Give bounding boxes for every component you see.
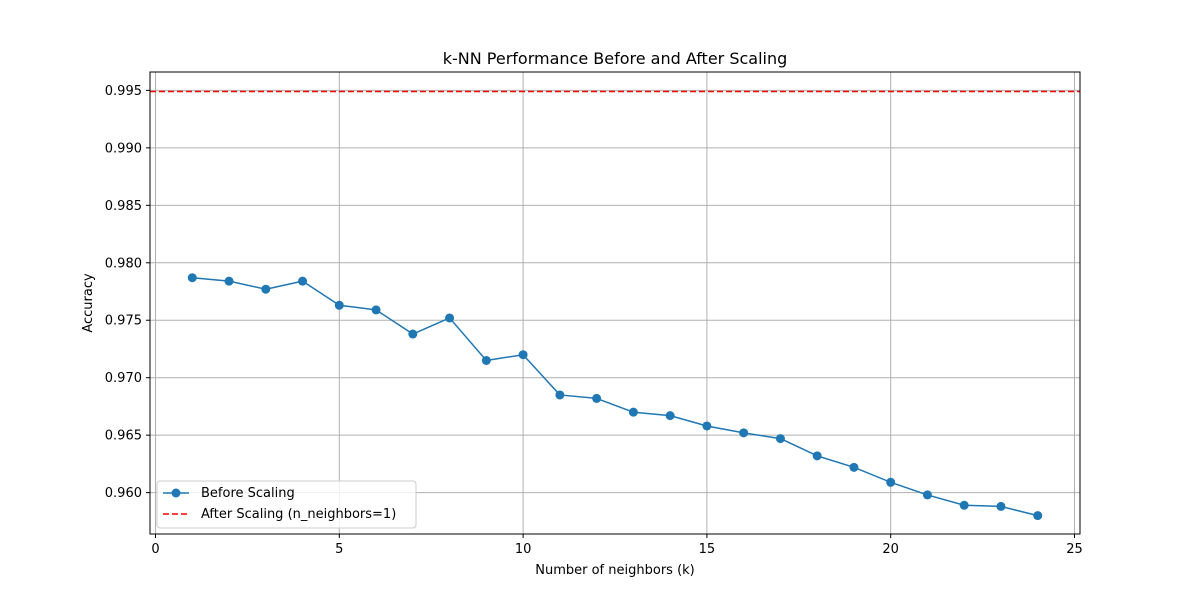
x-tick-label: 20 [882,542,899,557]
before-scaling-point [518,350,528,360]
before-scaling-point [408,329,418,339]
y-tick-label: 0.965 [105,429,142,444]
before-scaling-line [192,276,1038,517]
plot-area [150,72,1080,534]
x-tick-label: 5 [335,542,343,557]
before-scaling-point [628,407,638,417]
before-scaling-point [261,284,271,294]
before-scaling-point [1033,511,1043,521]
before-scaling-point [996,501,1006,511]
before-scaling-point [959,500,969,510]
before-scaling-point [702,421,712,431]
before-scaling-point [371,305,381,315]
before-scaling-point [886,477,896,487]
legend-label-before-scaling: Before Scaling [201,486,295,501]
legend-marker-before-scaling [171,488,181,498]
before-scaling-point [555,390,565,400]
y-tick-label: 0.995 [105,84,142,99]
legend-label-after-scaling: After Scaling (n_neighbors=1) [201,507,396,522]
y-tick-label: 0.970 [105,371,142,386]
before-scaling-point [224,276,234,286]
before-scaling-point [812,451,822,461]
y-tick-label: 0.975 [105,314,142,329]
before-scaling-point [334,300,344,310]
plot-frame [149,71,1081,535]
before-scaling-point [849,462,859,472]
y-tick-label: 0.985 [105,199,142,214]
series-layer [187,273,1043,521]
before-scaling-point [665,411,675,421]
before-scaling-point [922,490,932,500]
chart-title: k-NN Performance Before and After Scalin… [443,49,788,68]
before-scaling-point [481,355,491,365]
before-scaling-point [739,428,749,438]
y-axis-label: Accuracy [81,273,96,333]
x-tick-label: 15 [699,542,716,557]
x-axis-label: Number of neighbors (k) [535,563,695,578]
x-tick-label: 10 [515,542,532,557]
y-tick-label: 0.980 [105,256,142,271]
before-scaling-point [298,276,308,286]
x-tick-label: 25 [1066,542,1083,557]
tick-layer: 0 5 10 15 20 25 0.960 0.965 0.970 0.975 0.980 0.985… [105,84,1083,557]
y-tick-label: 0.990 [105,141,142,156]
before-scaling-point [775,434,785,444]
legend-box [156,480,417,529]
x-tick-label: 0 [151,542,159,557]
legend: Before Scaling After Scaling (n_neighbor… [156,480,417,529]
before-scaling-point [187,273,197,283]
y-tick-label: 0.960 [105,486,142,501]
before-scaling-point [592,393,602,403]
before-scaling-point [445,313,455,323]
